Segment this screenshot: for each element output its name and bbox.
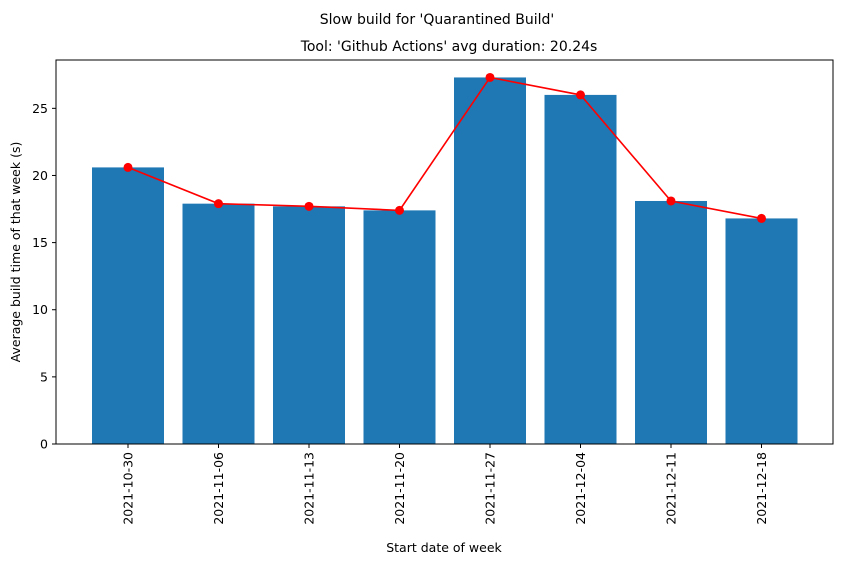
bar-2021-10-30: [92, 167, 164, 444]
line-point-2021-12-18: [757, 213, 766, 223]
plot-area: 0 5 10 15 20 25 2021-10-30 2021-11-06 2021-11-13…: [32, 59, 834, 525]
x-tick-label-2021-11-27: 2021-11-27: [483, 452, 498, 525]
y-tick-label-25: 25: [32, 101, 48, 116]
bar-2021-11-20: [363, 210, 436, 444]
x-tick-label-2021-12-04: 2021-12-04: [573, 452, 588, 525]
x-tick-label-2021-12-18: 2021-12-18: [754, 452, 769, 525]
x-tick-label-2021-12-11: 2021-12-11: [664, 452, 679, 525]
y-tick-label-20: 20: [32, 168, 48, 183]
line-point-2021-12-11: [666, 196, 676, 206]
line-point-2021-10-30: [123, 162, 133, 172]
y-axis-label: Average build time of that week (s): [8, 142, 23, 363]
bar-2021-12-18: [725, 218, 798, 444]
x-tick-label-2021-10-30: 2021-10-30: [121, 452, 136, 525]
bar-2021-11-27: [454, 77, 526, 445]
y-tick-label-5: 5: [40, 369, 48, 384]
chart-suptitle: Slow build for 'Quarantined Build': [320, 12, 555, 28]
y-tick-label-15: 15: [32, 235, 48, 250]
x-tick-label-2021-11-13: 2021-11-13: [302, 452, 317, 525]
line-point-2021-11-27: [485, 72, 495, 82]
trend-line: [127, 76, 762, 220]
line-point-2021-11-20: [395, 205, 404, 215]
y-tick-label-0: 0: [40, 437, 48, 452]
line-point-2021-11-06: [214, 199, 223, 209]
chart-title: Tool: 'Github Actions' avg duration: 20.…: [300, 39, 598, 55]
bar-2021-11-13: [273, 206, 345, 444]
bar-2021-11-06: [182, 203, 255, 444]
bar-2021-12-04: [544, 94, 617, 444]
x-tick-label-2021-11-06: 2021-11-06: [211, 452, 226, 525]
bar-2021-12-11: [635, 200, 707, 444]
x-tick-label-2021-11-20: 2021-11-20: [392, 452, 407, 525]
x-axis-label: Start date of week: [386, 540, 502, 555]
line-point-2021-12-04: [576, 90, 585, 100]
plot-frame: [55, 59, 834, 445]
y-tick-label-10: 10: [32, 302, 48, 317]
line-point-2021-11-13: [304, 201, 314, 211]
